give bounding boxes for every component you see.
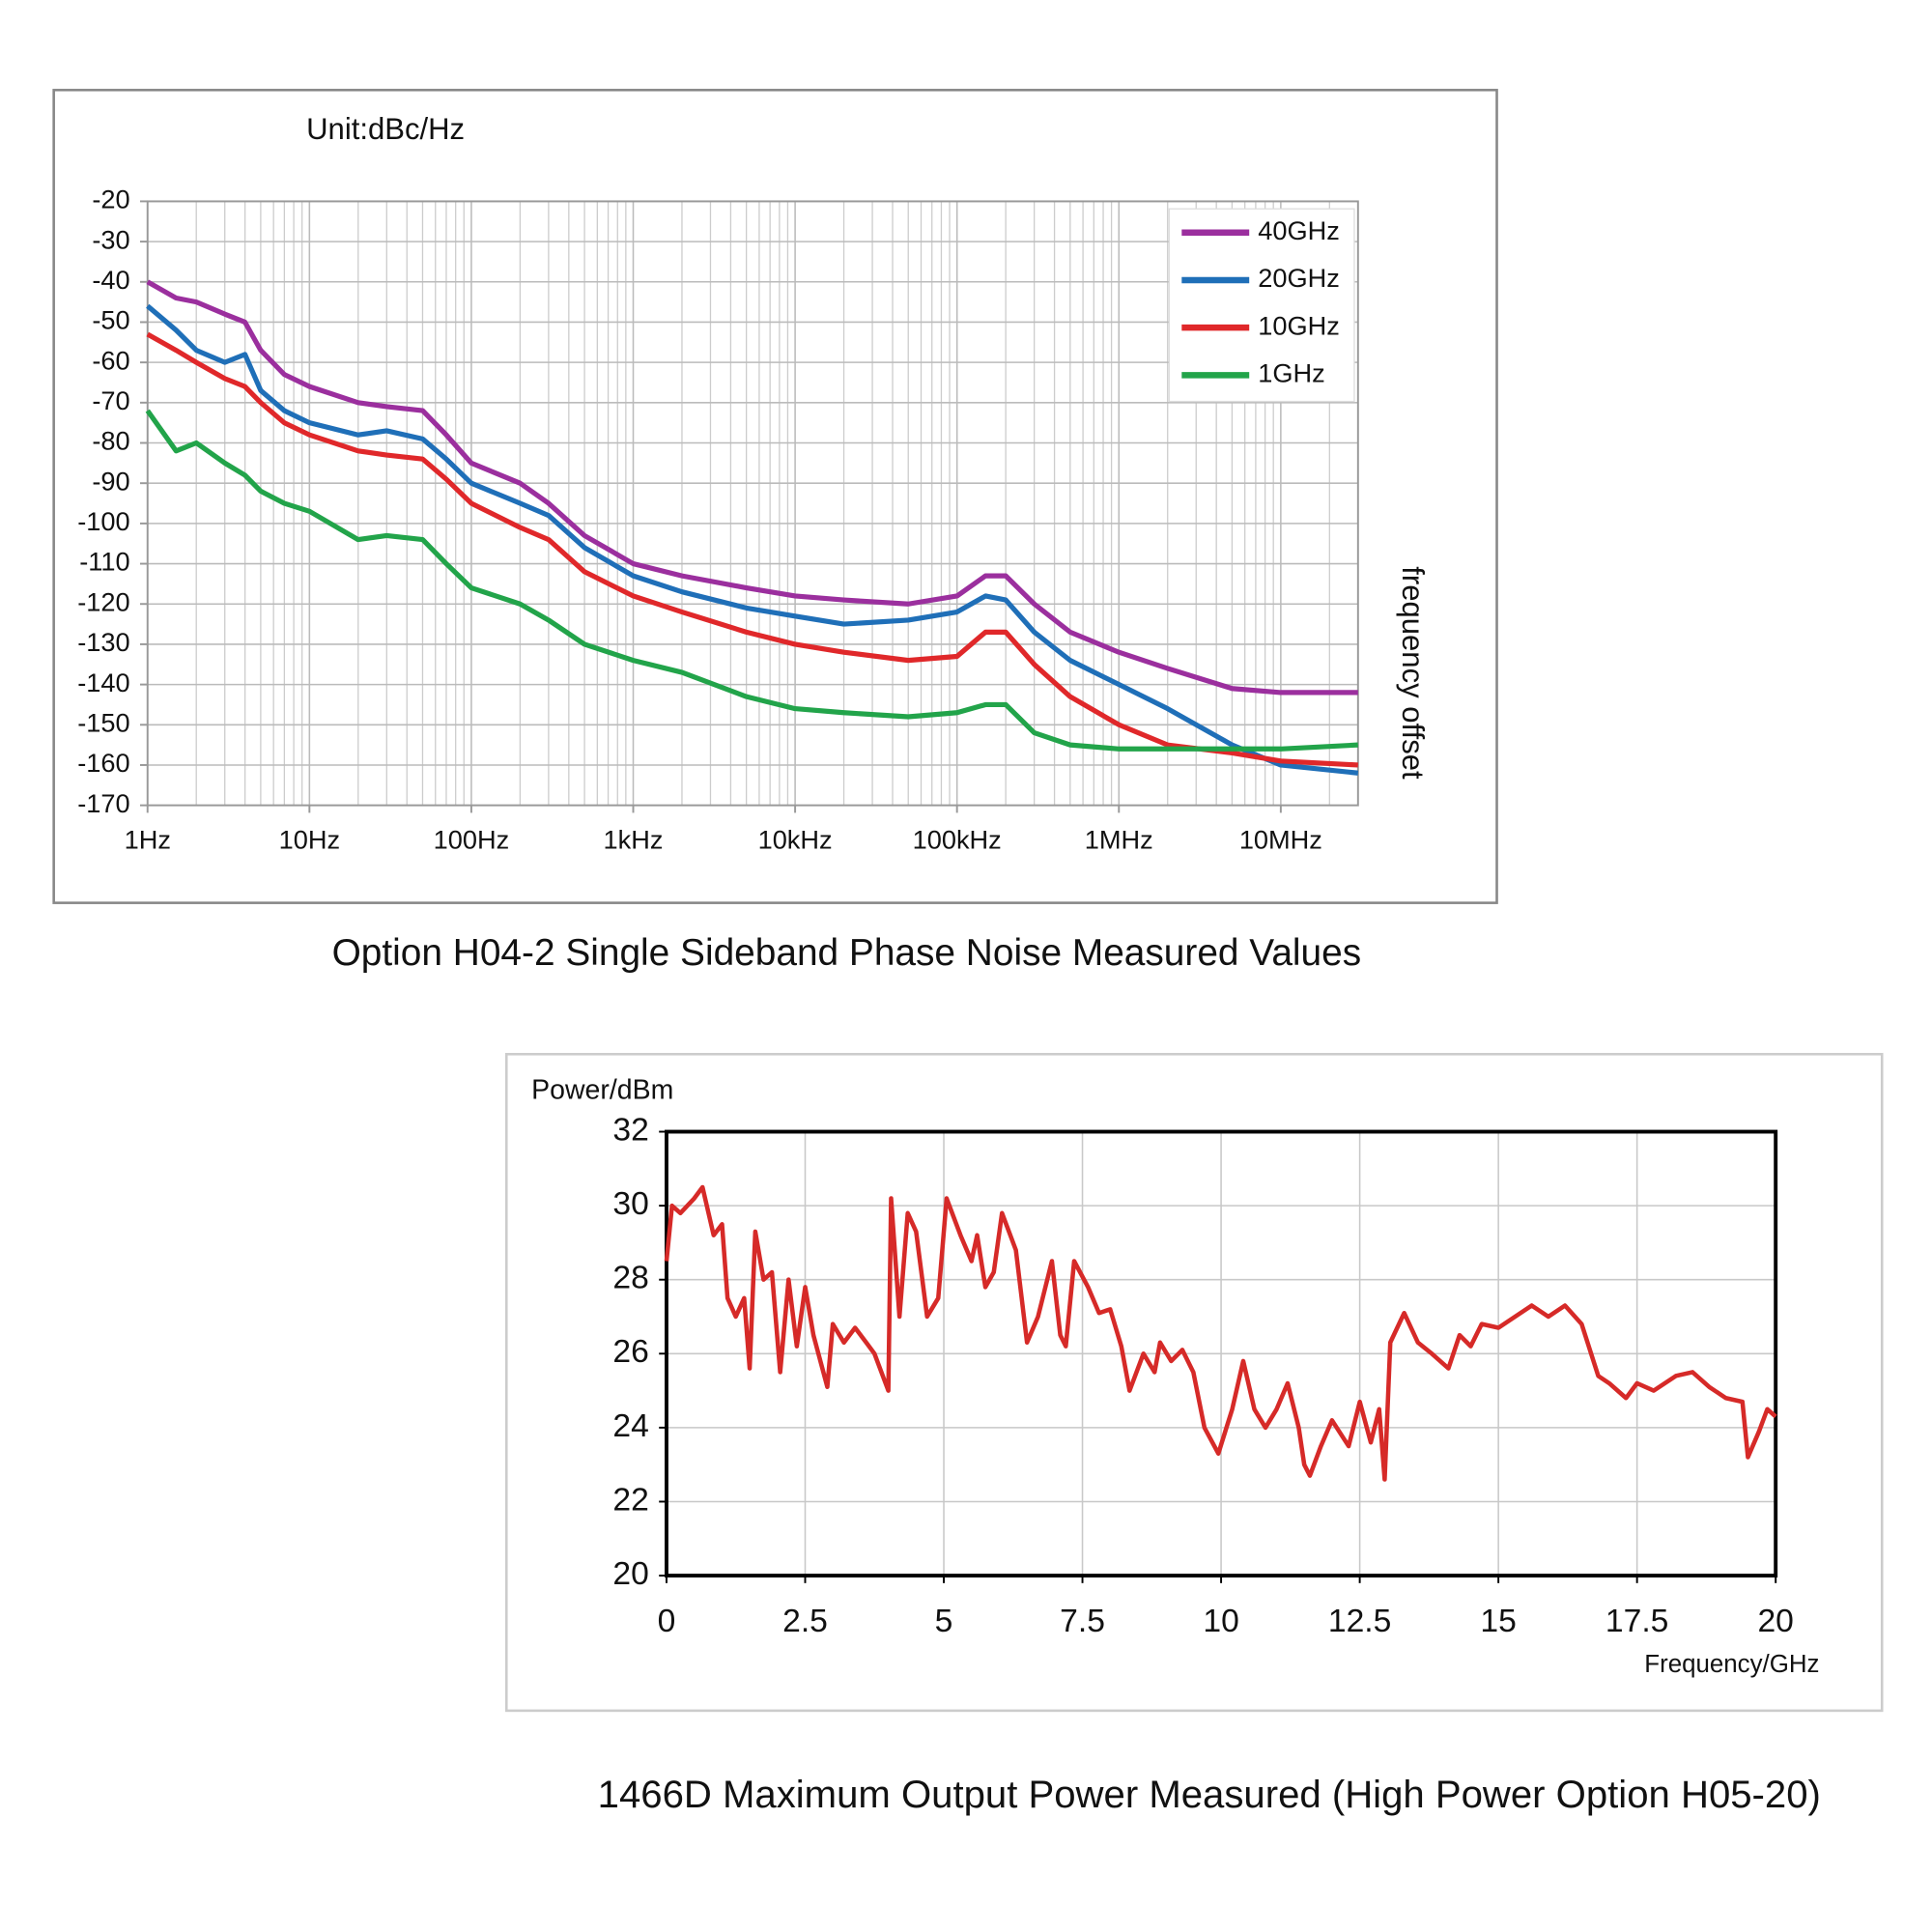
x-tick-label: 1kHz: [604, 824, 664, 854]
plot-border: [146, 200, 1359, 807]
x-tick-label: 17.5: [1605, 1604, 1668, 1639]
series-line: [146, 303, 1359, 776]
series-line: [145, 409, 1358, 752]
x-tick-label: 10Hz: [279, 824, 340, 854]
x-tick-label: 1Hz: [125, 824, 171, 854]
y-tick-label: -60: [92, 345, 129, 375]
y-tick-label: -80: [92, 426, 129, 456]
y-tick-label: -120: [77, 586, 129, 616]
y-tick-label: -40: [92, 265, 129, 295]
y-axis-label: Unit:dBc/Hz: [306, 112, 465, 146]
x-tick-label: 100kHz: [913, 824, 1002, 854]
x-tick-label: 5: [935, 1604, 953, 1639]
x-tick-label: 15: [1480, 1604, 1516, 1639]
y-tick-label: -160: [77, 748, 129, 778]
y-tick-label: 32: [612, 1112, 648, 1148]
chart-title: 1466D Maximum Output Power Measured (Hig…: [598, 1773, 1821, 1816]
chart-title: Option H04-2 Single Sideband Phase Noise…: [332, 932, 1362, 974]
y-tick-label: 24: [612, 1408, 648, 1444]
x-axis-label: Frequency/GHz: [1644, 1651, 1819, 1678]
y-tick-label: -90: [92, 466, 129, 496]
y-tick-label: 30: [612, 1186, 648, 1222]
y-tick-label: 20: [612, 1556, 648, 1592]
x-tick-label: 10kHz: [758, 824, 833, 854]
y-tick-label: -30: [92, 224, 129, 254]
x-tick-label: 7.5: [1060, 1604, 1105, 1639]
x-tick-label: 20: [1757, 1604, 1793, 1639]
y-tick-label: -50: [92, 305, 129, 335]
y-tick-label: -140: [77, 668, 129, 697]
y-tick-label: -110: [79, 547, 129, 577]
y-tick-label: 26: [612, 1334, 648, 1370]
x-tick-label: 0: [658, 1604, 676, 1639]
y-tick-label: -70: [92, 385, 129, 415]
legend-label: 10GHz: [1258, 310, 1340, 340]
y-tick-label: -130: [77, 627, 129, 657]
y-tick-label: -170: [77, 788, 129, 818]
y-tick-label: -150: [77, 707, 129, 737]
series-line: [146, 279, 1358, 696]
x-tick-label: 10MHz: [1239, 824, 1322, 854]
y-tick-label: 28: [612, 1261, 648, 1296]
x-tick-label: 1MHz: [1085, 824, 1153, 854]
plot-border: [665, 1129, 1778, 1578]
y-tick-label: -100: [77, 506, 129, 536]
y-tick-label: -20: [92, 185, 129, 214]
x-tick-label: 100Hz: [434, 824, 510, 854]
x-tick-label: 10: [1203, 1604, 1238, 1639]
legend-label: 40GHz: [1258, 215, 1340, 245]
x-tick-label: 2.5: [782, 1604, 828, 1639]
series-line: [664, 1184, 1777, 1482]
x-tick-label: 12.5: [1328, 1604, 1391, 1639]
y-tick-label: 22: [612, 1482, 648, 1518]
series-line: [146, 331, 1358, 768]
legend-box: [1168, 208, 1355, 403]
legend-label: 1GHz: [1258, 358, 1324, 388]
x-axis-label: frequency offset: [1396, 566, 1430, 780]
legend-label: 20GHz: [1258, 263, 1340, 293]
y-axis-label: Power/dBm: [531, 1075, 673, 1106]
